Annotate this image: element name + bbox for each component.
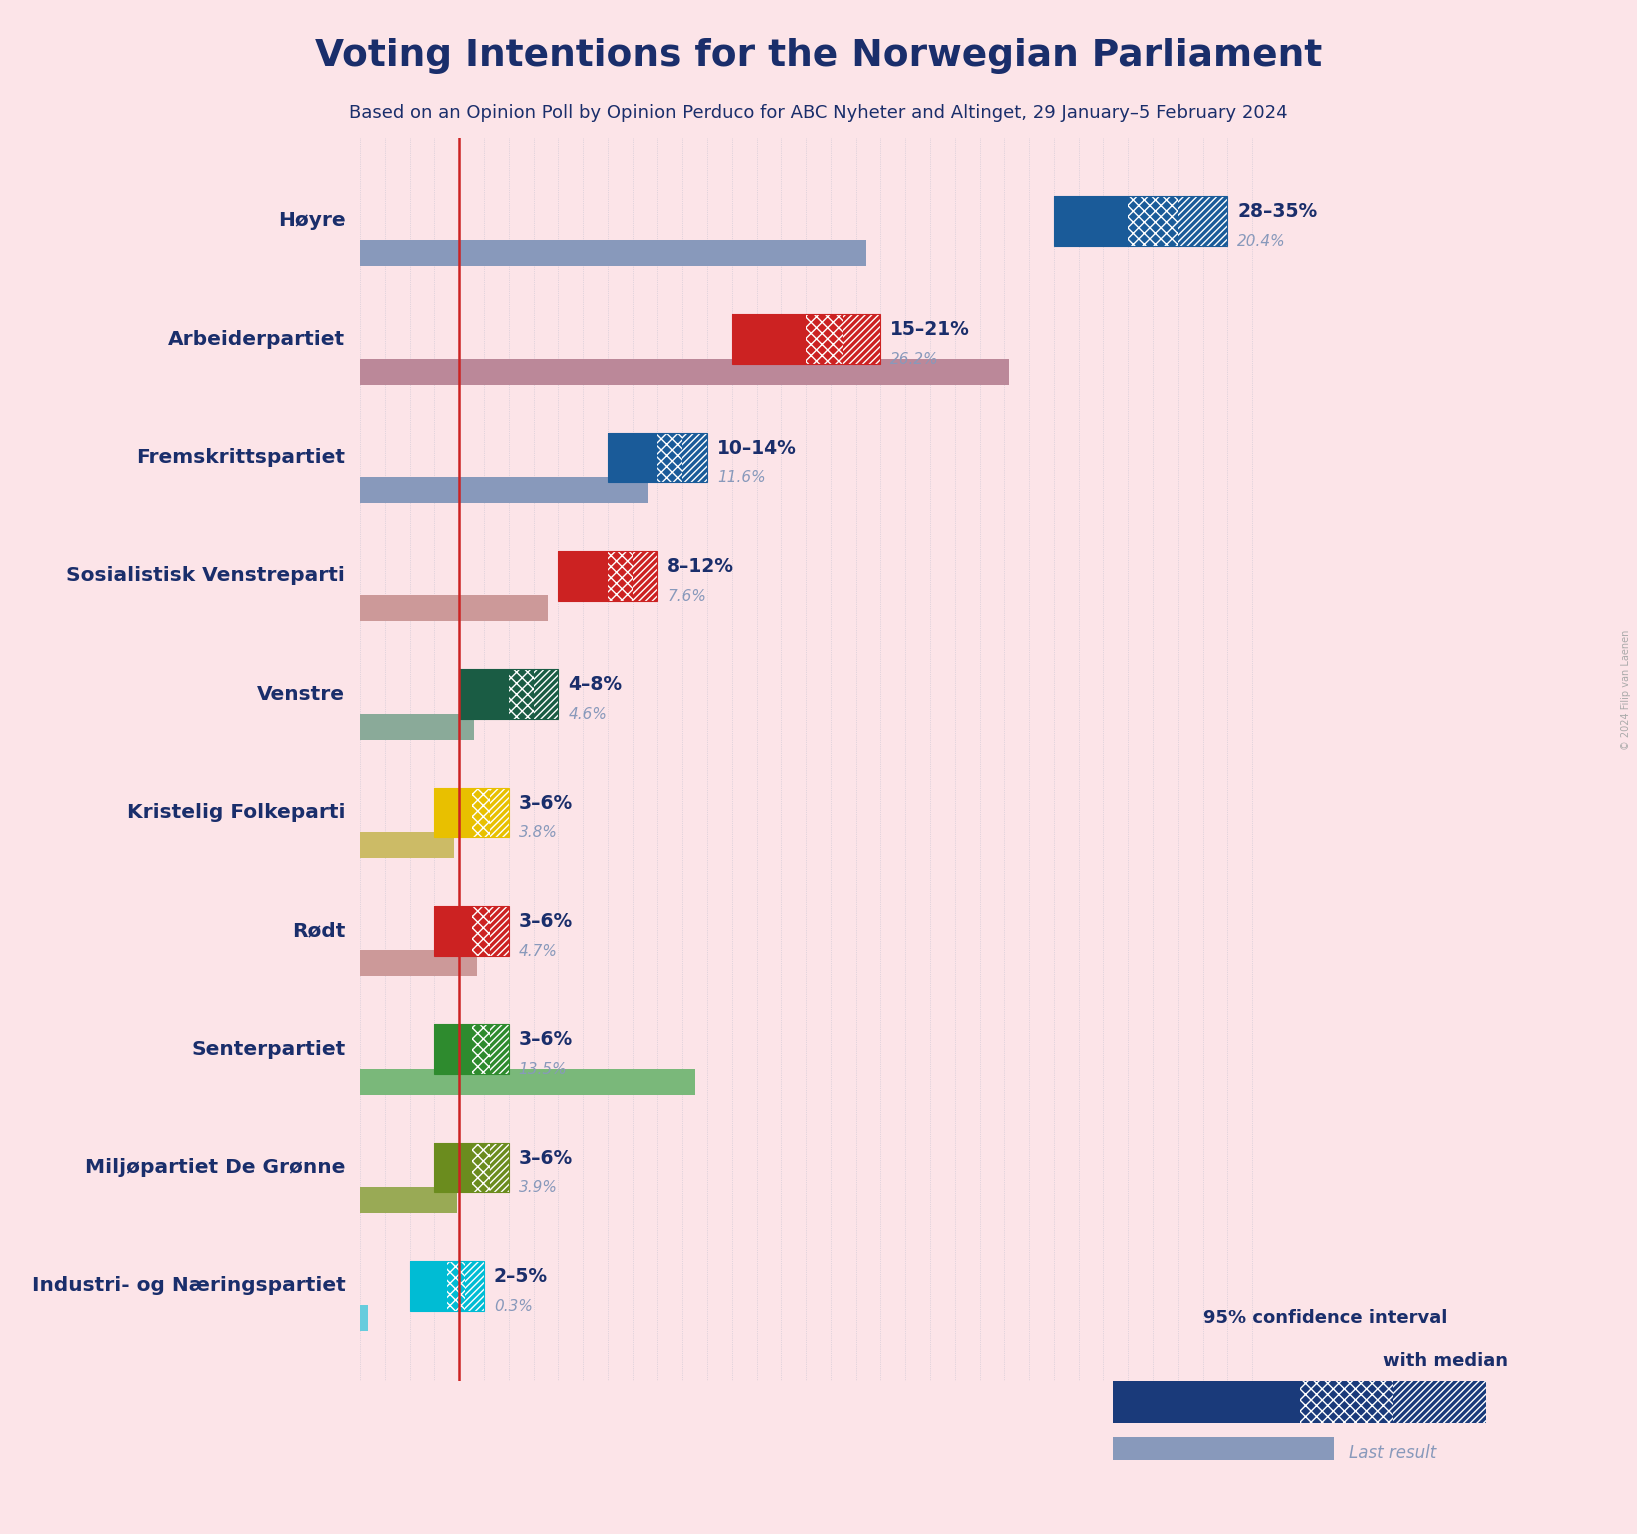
Text: 95% confidence interval: 95% confidence interval: [1203, 1309, 1447, 1327]
Bar: [683, 433, 707, 482]
Text: 4.6%: 4.6%: [568, 707, 607, 723]
Text: Industri- og Næringspartiet: Industri- og Næringspartiet: [31, 1276, 345, 1295]
Text: with median: with median: [1383, 1351, 1508, 1370]
Bar: [471, 788, 489, 838]
Bar: [434, 907, 471, 956]
Text: 26.2%: 26.2%: [891, 351, 940, 367]
Bar: [360, 1187, 457, 1213]
Text: © 2024 Filip van Laenen: © 2024 Filip van Laenen: [1621, 630, 1630, 750]
Bar: [489, 1025, 509, 1074]
Bar: [360, 1069, 694, 1095]
Text: 3–6%: 3–6%: [519, 793, 573, 813]
Bar: [632, 551, 658, 601]
Text: Fremskrittspartiet: Fremskrittspartiet: [136, 448, 345, 466]
Bar: [360, 241, 866, 267]
Text: Based on an Opinion Poll by Opinion Perduco for ABC Nyheter and Altinget, 29 Jan: Based on an Opinion Poll by Opinion Perd…: [349, 104, 1288, 123]
Text: Rødt: Rødt: [291, 922, 345, 940]
Text: 3–6%: 3–6%: [519, 1149, 573, 1167]
Bar: [434, 788, 471, 838]
Bar: [434, 1025, 471, 1074]
Text: Miljøpartiet De Grønne: Miljøpartiet De Grønne: [85, 1158, 345, 1177]
Bar: [360, 831, 455, 858]
Bar: [471, 1025, 489, 1074]
Text: Kristelig Folkeparti: Kristelig Folkeparti: [126, 804, 345, 822]
Text: 15–21%: 15–21%: [891, 321, 971, 339]
Text: 2–5%: 2–5%: [494, 1267, 548, 1285]
Bar: [465, 1261, 485, 1310]
Bar: [1300, 1381, 1393, 1424]
Bar: [489, 1143, 509, 1192]
Bar: [558, 551, 607, 601]
Bar: [360, 713, 475, 739]
Text: Sosialistisk Venstreparti: Sosialistisk Venstreparti: [67, 566, 345, 586]
Bar: [360, 359, 1010, 385]
Bar: [360, 1305, 368, 1332]
Bar: [489, 788, 509, 838]
Bar: [360, 595, 548, 621]
Bar: [843, 314, 881, 364]
Text: Last result: Last result: [1349, 1443, 1436, 1462]
Text: 20.4%: 20.4%: [1238, 233, 1285, 249]
Bar: [360, 477, 648, 503]
Bar: [471, 907, 489, 956]
Text: Senterpartiet: Senterpartiet: [192, 1040, 345, 1058]
Bar: [1113, 1381, 1300, 1424]
Bar: [471, 1143, 489, 1192]
Bar: [1393, 1381, 1486, 1424]
Bar: [732, 314, 805, 364]
Bar: [805, 314, 843, 364]
Bar: [409, 1261, 447, 1310]
Bar: [1128, 196, 1177, 245]
Text: Voting Intentions for the Norwegian Parliament: Voting Intentions for the Norwegian Parl…: [314, 38, 1323, 74]
Text: Venstre: Venstre: [257, 684, 345, 704]
Text: 11.6%: 11.6%: [717, 471, 766, 485]
Text: 3.8%: 3.8%: [519, 825, 558, 841]
Bar: [460, 669, 509, 719]
Text: Høyre: Høyre: [278, 212, 345, 230]
Text: 28–35%: 28–35%: [1238, 202, 1318, 221]
Text: 4.7%: 4.7%: [519, 943, 558, 959]
Bar: [360, 950, 476, 976]
Bar: [447, 1261, 465, 1310]
Bar: [534, 669, 558, 719]
Bar: [658, 433, 683, 482]
Text: 13.5%: 13.5%: [519, 1062, 568, 1077]
Text: 4–8%: 4–8%: [568, 675, 622, 695]
Bar: [607, 551, 632, 601]
Bar: [1054, 196, 1128, 245]
Text: 3–6%: 3–6%: [519, 1031, 573, 1049]
Text: 0.3%: 0.3%: [494, 1299, 532, 1313]
Text: 8–12%: 8–12%: [668, 557, 735, 575]
Bar: [1177, 196, 1228, 245]
Bar: [434, 1143, 471, 1192]
Bar: [607, 433, 658, 482]
Text: 3–6%: 3–6%: [519, 911, 573, 931]
Text: 7.6%: 7.6%: [668, 589, 706, 603]
Bar: [489, 907, 509, 956]
Bar: [509, 669, 534, 719]
Text: Arbeiderpartiet: Arbeiderpartiet: [169, 330, 345, 348]
Text: 3.9%: 3.9%: [519, 1180, 558, 1195]
Text: 10–14%: 10–14%: [717, 439, 797, 457]
Bar: [1113, 1436, 1334, 1460]
